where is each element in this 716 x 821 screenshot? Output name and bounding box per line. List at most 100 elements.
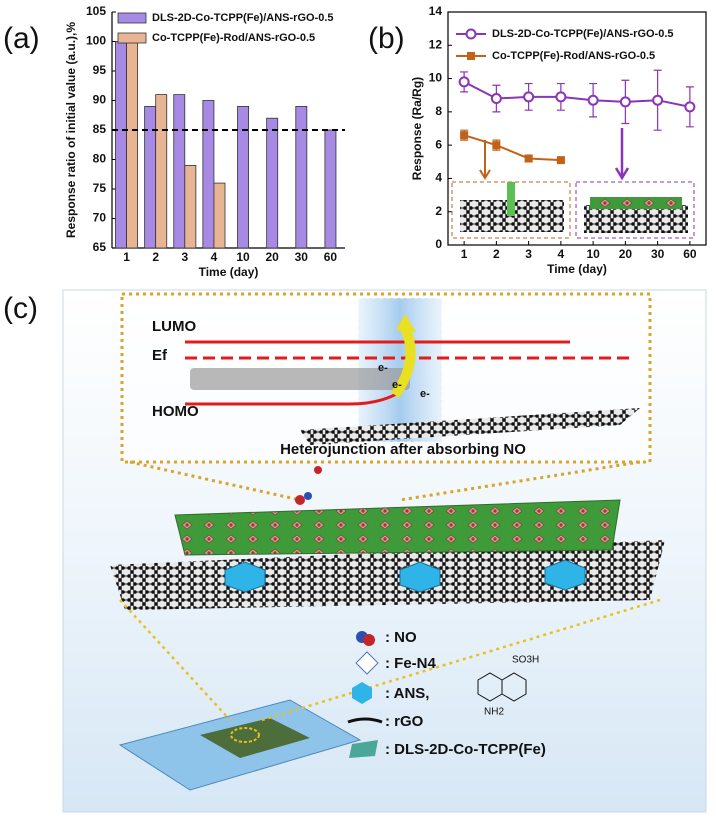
legend-dls-icon — [349, 740, 378, 758]
y-axis-label: Response (Ra/Rg) — [410, 77, 424, 180]
x-axis-label: Time (day) — [547, 262, 607, 276]
electron: e- — [378, 362, 388, 374]
legend-fen4-icon — [355, 651, 379, 675]
y-tick-label: 0 — [435, 237, 442, 251]
inset-arrow — [479, 140, 491, 180]
homo-label: HOMO — [152, 403, 199, 420]
no-molecule — [304, 492, 312, 500]
marker — [460, 131, 469, 140]
panel-label: (a) — [3, 22, 40, 55]
electron-arrow — [390, 325, 416, 398]
arrow-head — [396, 314, 416, 332]
legend-label: : ANS, — [385, 685, 429, 702]
device-spot — [230, 727, 260, 743]
ans-molecules — [224, 559, 586, 593]
panel-label: (b) — [368, 22, 405, 55]
bar — [173, 94, 186, 249]
no-molecule — [314, 466, 322, 474]
legend-label: : rGO — [385, 713, 424, 730]
x-tick-label: 10 — [236, 250, 250, 264]
x-tick-label: 1 — [461, 247, 468, 261]
x-tick-label: 20 — [266, 250, 280, 264]
inset-arrow — [614, 128, 630, 181]
bar — [184, 164, 197, 249]
fermi-label: Ef — [152, 347, 168, 364]
zoom-lines — [129, 460, 641, 502]
electron: e- — [392, 379, 402, 391]
y-axis-label: Response ratio of initial value (a.u.),% — [64, 22, 78, 238]
y-tick-label: 10 — [429, 71, 443, 85]
x-tick-label: 30 — [295, 250, 309, 264]
x-tick-label: 60 — [324, 250, 338, 264]
inset-graphene — [584, 205, 688, 233]
legend-label: : NO — [385, 629, 417, 646]
bar — [213, 182, 226, 249]
legend-label: : Fe-N4 — [385, 655, 436, 672]
y-tick-label: 6 — [435, 137, 442, 151]
molecule-chain — [190, 368, 410, 390]
legend-label: : DLS-2D-Co-TCPP(Fe) — [385, 741, 546, 758]
y-tick-label: 65 — [93, 240, 107, 254]
y-tick-label: 4 — [435, 171, 442, 185]
inset-rod — [507, 182, 515, 216]
marker — [458, 76, 470, 88]
x-tick-label: 4 — [558, 247, 565, 261]
device-zoom — [119, 598, 661, 722]
bar — [126, 41, 139, 249]
marker — [492, 141, 501, 150]
bar — [202, 100, 215, 249]
x-tick-label: 60 — [683, 247, 697, 261]
marker — [652, 94, 664, 106]
y-tick-label: 70 — [93, 211, 107, 225]
x-tick-label: 3 — [525, 247, 532, 261]
legend-rgo-icon — [347, 717, 383, 724]
mof-layer — [174, 499, 621, 556]
series-line — [463, 134, 561, 162]
marker — [587, 94, 599, 106]
y-tick-label: 14 — [429, 4, 443, 18]
ans-structure — [477, 672, 527, 702]
x-tick-label: 4 — [211, 250, 218, 264]
ans-group: NH2 — [484, 707, 504, 718]
y-tick-label: 12 — [429, 37, 443, 51]
y-tick-label: 90 — [93, 93, 107, 107]
legend-swatch — [117, 12, 147, 24]
panel-label: (c) — [3, 292, 38, 325]
y-tick-label: 95 — [93, 63, 107, 77]
marker — [524, 154, 533, 163]
y-tick-label: 8 — [435, 104, 442, 118]
bar — [155, 94, 168, 249]
legend-label: Co-TCPP(Fe)-Rod/ANS-rGO-0.5 — [492, 50, 655, 62]
legend-marker — [465, 28, 477, 40]
bar — [324, 129, 337, 249]
ans-group: SO3H — [512, 655, 539, 666]
x-axis-label: Time (day) — [199, 265, 259, 279]
bar — [144, 106, 157, 249]
y-tick-label: 75 — [93, 181, 107, 195]
x-tick-label: 30 — [651, 247, 665, 261]
inset-sheet — [590, 197, 682, 209]
y-tick-label: 2 — [435, 204, 442, 218]
marker — [555, 91, 567, 103]
rgo-layer — [110, 540, 665, 610]
no-molecule — [295, 495, 305, 505]
inset-box — [575, 181, 695, 239]
x-tick-label: 20 — [619, 247, 633, 261]
plot-frame — [447, 11, 707, 246]
legend-label: DLS-2D-Co-TCPP(Fe)/ANS-rGO-0.5 — [492, 28, 674, 40]
marker — [684, 101, 696, 113]
legend-label: DLS-2D-Co-TCPP(Fe)/ANS-rGO-0.5 — [152, 12, 334, 24]
marker — [619, 96, 631, 108]
y-tick-label: 100 — [86, 34, 106, 48]
legend-swatch — [117, 32, 147, 44]
lumo-label: LUMO — [152, 318, 196, 335]
legend-label: Co-TCPP(Fe)-Rod/ANS-rGO-0.5 — [152, 32, 315, 44]
electron: e- — [420, 388, 430, 400]
bar — [115, 41, 127, 249]
y-tick-label: 105 — [86, 4, 106, 18]
x-tick-label: 10 — [586, 247, 600, 261]
bar — [266, 117, 279, 249]
y-tick-label: 80 — [93, 152, 107, 166]
legend-marker — [467, 52, 475, 60]
